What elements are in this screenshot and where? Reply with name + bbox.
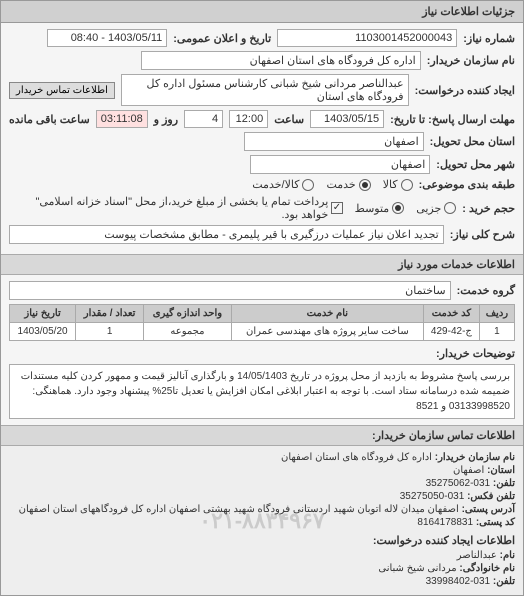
fax-value: 031-35275050 [400,491,465,502]
address-value: اصفهان میدان لاله اتوبان شهید اردستانی ف… [19,504,459,515]
time-label: ساعت [274,113,304,126]
volume-group: جزیی متوسط پرداخت تمام یا بخشی از مبلغ خ… [9,195,456,221]
cell: 1 [76,323,144,341]
city-label: شهر محل تحویل: [436,158,515,171]
col-header: کد خدمت [423,305,479,323]
table-row: 1 ج-42-429 ساخت سایر پروژه های مهندسی عم… [10,323,515,341]
number-label: شماره نیاز: [463,32,515,45]
contact-button[interactable]: اطلاعات تماس خریدار [9,82,115,99]
radio-icon [392,202,404,214]
family-label: نام خانوادگی: [459,563,515,574]
fax-label: تلفن فکس: [467,491,515,502]
date-field: 1403/05/11 - 08:40 [47,29,167,47]
cphone-value: 031-33998402 [426,576,491,587]
vol-note-label: پرداخت تمام یا بخشی از مبلغ خرید،از محل … [9,195,328,221]
contact-section-title: اطلاعات تماس سازمان خریدار: [1,425,523,446]
deadline-field: 1403/05/15 [310,110,384,128]
main-container: جزئیات اطلاعات نیاز شماره نیاز: 11030014… [0,0,524,596]
col-header: ردیف [479,305,514,323]
radio-icon [401,179,413,191]
creator-title: اطلاعات ایجاد کننده درخواست: [9,534,515,547]
postal-label: کد پستی: [476,517,515,528]
number-field: 1103001452000043 [277,29,457,47]
radio-icon [359,179,371,191]
phone-label: تلفن: [493,478,515,489]
top-section: شماره نیاز: 1103001452000043 تاریخ و اعل… [1,23,523,254]
category-label: طبقه بندی موضوعی: [419,178,515,191]
deadline-label: مهلت ارسال پاسخ: تا تاریخ: [390,113,515,126]
cell: 1403/05/20 [10,323,76,341]
cell: 1 [479,323,514,341]
radio-icon [302,179,314,191]
vol-note-check[interactable]: پرداخت تمام یا بخشی از مبلغ خرید،از محل … [9,195,343,221]
contact-section: ۰۲۱-۸۸۳۴۹۶۷ نام سازمان خریدار: اداره کل … [1,446,523,595]
cprovince-label: استان: [487,465,515,476]
days-field: 4 [184,110,223,128]
group-label: گروه خدمت: [457,284,515,297]
cell: ساخت سایر پروژه های مهندسی عمران [231,323,423,341]
table-header-row: ردیف کد خدمت نام خدمت واحد اندازه گیری ت… [10,305,515,323]
date-label: تاریخ و اعلان عمومی: [173,32,271,45]
desc-label: توضیحات خریدار: [436,347,515,360]
category-group: کالا خدمت کالا/خدمت [252,178,412,191]
services-table: ردیف کد خدمت نام خدمت واحد اندازه گیری ت… [9,304,515,341]
requester-field: عبدالناصر مردانی شیخ شبانی کارشناس مسئول… [121,74,409,106]
org-value: اداره کل فرودگاه های استان اصفهان [281,452,432,463]
name-value: عبدالناصر [457,550,497,561]
cell: مجموعه [144,323,232,341]
family-value: مردانی شیخ شبانی [378,563,456,574]
cat-both-label: کالا/خدمت [252,178,299,191]
vol-small-label: جزیی [416,202,441,215]
remain-label: ساعت باقی مانده [9,113,90,126]
services-section: گروه خدمت: ساختمان ردیف کد خدمت نام خدمت… [1,275,523,425]
radio-icon [444,202,456,214]
cat-goods-radio[interactable]: کالا [383,178,413,191]
vol-medium-radio[interactable]: متوسط [355,202,405,215]
address-label: آدرس پستی: [462,504,515,515]
buyer-label: نام سازمان خریدار: [427,54,515,67]
city-field: اصفهان [250,155,430,174]
province-field: اصفهان [244,132,424,151]
buyer-field: اداره کل فرودگاه های استان اصفهان [141,51,421,70]
cphone-label: تلفن: [493,576,515,587]
checkbox-icon [331,202,342,214]
cat-both-radio[interactable]: کالا/خدمت [252,178,314,191]
cat-service-radio[interactable]: خدمت [326,178,370,191]
org-label: نام سازمان خریدار: [435,452,515,463]
vol-medium-label: متوسط [355,202,390,215]
cat-service-label: خدمت [326,178,355,191]
title-field: تجدید اعلان نیاز عملیات درزگیری با قیر پ… [9,225,444,244]
requester-label: ایجاد کننده درخواست: [415,84,515,97]
time-field: 12:00 [229,110,268,128]
phone-value: 031-35275062 [426,478,491,489]
volume-label: حجم خرید : [462,202,515,215]
remain-field: 03:11:08 [96,110,148,128]
col-header: واحد اندازه گیری [144,305,232,323]
title-label: شرح کلی نیاز: [450,228,515,241]
cell: ج-42-429 [423,323,479,341]
group-field: ساختمان [9,281,451,300]
cprovince-value: اصفهان [453,465,484,476]
province-label: استان محل تحویل: [430,135,515,148]
services-section-title: اطلاعات خدمات مورد نیاز [1,254,523,275]
col-header: تعداد / مقدار [76,305,144,323]
vol-small-radio[interactable]: جزیی [416,202,456,215]
cat-goods-label: کالا [383,178,398,191]
days-label: روز و [154,113,178,126]
desc-box: بررسی پاسخ مشروط به بازدید از محل پروژه … [9,364,515,419]
col-header: نام خدمت [231,305,423,323]
window-title: جزئیات اطلاعات نیاز [1,1,523,23]
postal-value: 8164178831 [417,517,473,528]
name-label: نام: [500,550,515,561]
col-header: تاریخ نیاز [10,305,76,323]
